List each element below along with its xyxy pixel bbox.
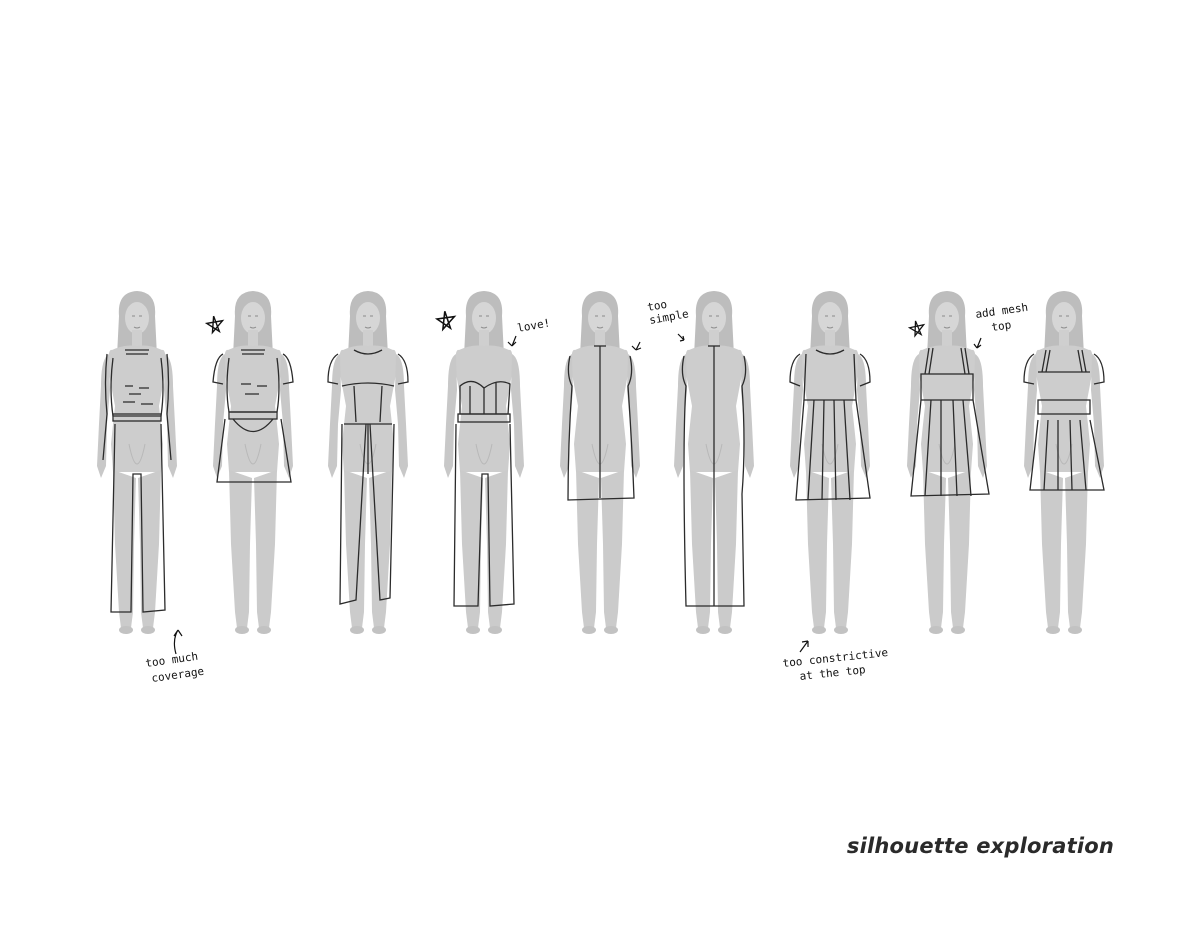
annotation-too-constrictive: too constrictive at the top xyxy=(782,640,889,683)
figure-8 xyxy=(906,290,990,635)
figure-3 xyxy=(327,290,409,635)
svg-text:love!: love! xyxy=(516,316,551,335)
annotation-too-much-coverage: too much coverage xyxy=(145,629,205,685)
svg-text:too: too xyxy=(646,298,668,314)
figure-5 xyxy=(559,290,642,635)
annotation-add-mesh-top: add mesh top xyxy=(975,301,1029,334)
annotation-love: love! xyxy=(516,316,551,335)
figure-2 xyxy=(205,290,294,635)
star-icon xyxy=(435,309,457,331)
figure-9 xyxy=(1023,290,1105,635)
figure-1 xyxy=(96,290,178,635)
annotation-too-simple: too simple xyxy=(646,298,689,327)
figure-6 xyxy=(673,290,755,635)
svg-text:add mesh: add mesh xyxy=(975,301,1029,321)
figure-4 xyxy=(435,290,525,635)
star-icon xyxy=(907,318,927,338)
star-icon xyxy=(205,314,225,334)
figure-7 xyxy=(789,290,871,635)
page-title: silhouette exploration xyxy=(846,834,1114,858)
svg-text:top: top xyxy=(991,318,1012,334)
